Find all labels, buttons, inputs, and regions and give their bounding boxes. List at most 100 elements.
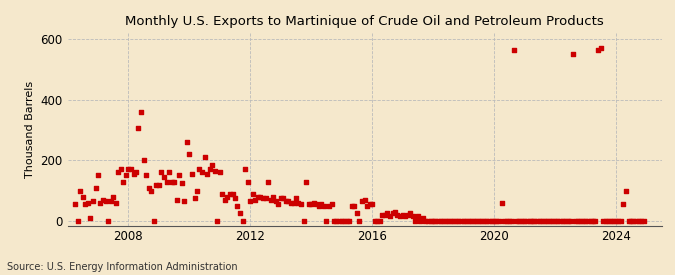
Point xyxy=(616,219,626,223)
Point xyxy=(362,204,373,208)
Point xyxy=(311,202,322,207)
Point xyxy=(519,219,530,223)
Point xyxy=(232,204,243,208)
Point xyxy=(555,219,566,223)
Point xyxy=(496,200,507,205)
Point xyxy=(270,199,281,204)
Point xyxy=(286,200,296,205)
Point xyxy=(113,170,124,175)
Point xyxy=(140,173,151,178)
Point xyxy=(80,202,90,207)
Point xyxy=(115,167,126,172)
Point xyxy=(369,219,380,223)
Point xyxy=(293,200,304,205)
Point xyxy=(329,219,340,223)
Point xyxy=(174,173,185,178)
Point xyxy=(460,219,471,223)
Point xyxy=(593,48,603,52)
Point xyxy=(529,219,540,223)
Point xyxy=(110,200,121,205)
Point xyxy=(121,173,132,178)
Point xyxy=(161,179,172,184)
Point xyxy=(605,219,616,223)
Point xyxy=(456,219,466,223)
Point xyxy=(418,216,429,220)
Point xyxy=(435,219,446,223)
Y-axis label: Thousand Barrels: Thousand Barrels xyxy=(25,81,35,178)
Point xyxy=(583,219,593,223)
Point xyxy=(326,202,337,207)
Point xyxy=(587,219,598,223)
Point xyxy=(405,211,416,216)
Point xyxy=(430,219,441,223)
Point xyxy=(273,202,284,207)
Point xyxy=(263,179,273,184)
Point xyxy=(375,219,385,223)
Point xyxy=(186,172,197,176)
Point xyxy=(242,179,253,184)
Point xyxy=(87,199,98,204)
Point xyxy=(631,219,642,223)
Point xyxy=(354,219,364,223)
Point xyxy=(560,219,570,223)
Point xyxy=(526,219,537,223)
Point xyxy=(618,202,629,207)
Point xyxy=(245,199,256,204)
Point xyxy=(321,219,332,223)
Point xyxy=(412,214,423,219)
Point xyxy=(126,167,136,172)
Point xyxy=(481,219,492,223)
Point xyxy=(235,211,246,216)
Point xyxy=(70,202,80,207)
Point xyxy=(92,173,103,178)
Point xyxy=(316,202,327,207)
Point xyxy=(534,219,545,223)
Point xyxy=(336,219,347,223)
Point xyxy=(410,219,421,223)
Point xyxy=(215,170,225,175)
Point xyxy=(72,219,83,223)
Point xyxy=(184,152,195,156)
Point xyxy=(476,219,487,223)
Point xyxy=(123,167,134,172)
Point xyxy=(502,219,512,223)
Point xyxy=(425,219,436,223)
Point xyxy=(323,204,334,208)
Point xyxy=(82,200,93,205)
Point xyxy=(342,219,352,223)
Point xyxy=(407,214,418,219)
Point xyxy=(575,219,586,223)
Point xyxy=(138,158,149,163)
Point xyxy=(620,188,631,193)
Point xyxy=(463,219,474,223)
Point xyxy=(603,219,614,223)
Point xyxy=(428,219,439,223)
Point xyxy=(364,202,375,207)
Point xyxy=(209,169,220,173)
Point xyxy=(75,188,86,193)
Point xyxy=(339,219,350,223)
Point xyxy=(133,126,144,131)
Point xyxy=(108,194,119,199)
Point xyxy=(423,219,433,223)
Point xyxy=(250,197,261,202)
Point xyxy=(639,219,649,223)
Point xyxy=(290,196,301,200)
Point xyxy=(491,219,502,223)
Point xyxy=(636,219,647,223)
Point xyxy=(298,219,309,223)
Point xyxy=(562,219,573,223)
Point xyxy=(448,219,459,223)
Point xyxy=(306,202,317,207)
Point xyxy=(524,219,535,223)
Point xyxy=(169,179,180,184)
Point xyxy=(384,214,395,219)
Point xyxy=(400,214,410,219)
Point xyxy=(349,204,360,208)
Point xyxy=(549,219,560,223)
Point xyxy=(514,219,524,223)
Point xyxy=(420,219,431,223)
Point xyxy=(268,194,279,199)
Point xyxy=(597,219,608,223)
Point xyxy=(98,197,109,202)
